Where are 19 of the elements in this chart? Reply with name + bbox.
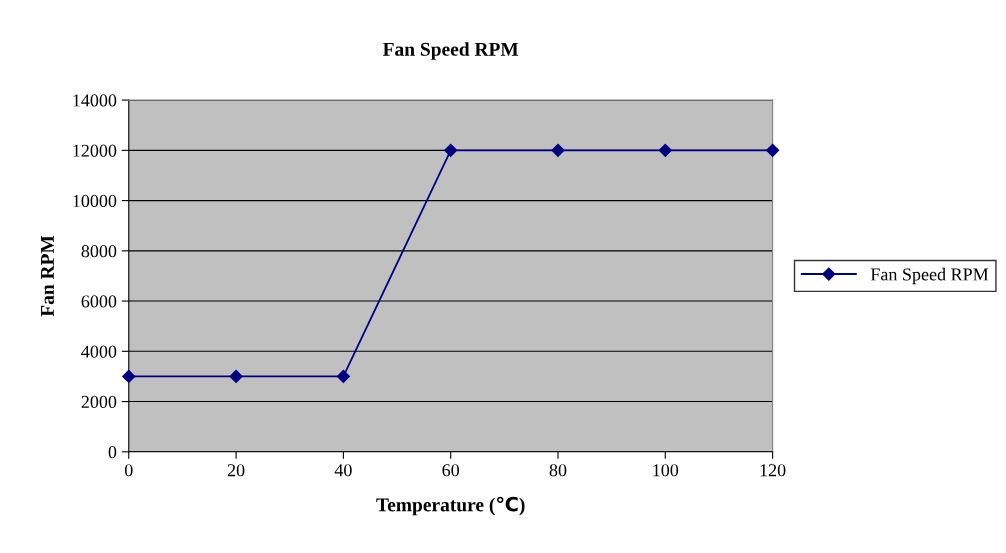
x-tick-label: 80 (549, 464, 567, 477)
y-tick-label: 10000 (73, 194, 117, 208)
legend-label: Fan Speed RPM (870, 267, 989, 285)
y-tick-label: 12000 (73, 144, 117, 157)
y-tick-label: 4000 (81, 345, 117, 358)
y-tick-label: 6000 (81, 295, 117, 308)
x-tick-label: 0 (124, 464, 133, 477)
y-axis-title: Fan RPM (41, 235, 54, 317)
x-tick-label: 40 (334, 464, 352, 477)
y-tick-label: 2000 (81, 395, 117, 408)
y-tick-label: 8000 (81, 245, 117, 258)
x-tick-label: 120 (760, 464, 786, 477)
y-tick-label: 14000 (73, 94, 117, 107)
y-tick-label: 0 (108, 446, 117, 459)
x-tick-label: 60 (442, 464, 460, 477)
x-tick-label: 20 (227, 464, 245, 477)
x-tick-label: 100 (653, 464, 679, 477)
x-axis-title: Temperature (℃) (376, 496, 525, 516)
chart-title: Fan Speed RPM (382, 42, 519, 60)
